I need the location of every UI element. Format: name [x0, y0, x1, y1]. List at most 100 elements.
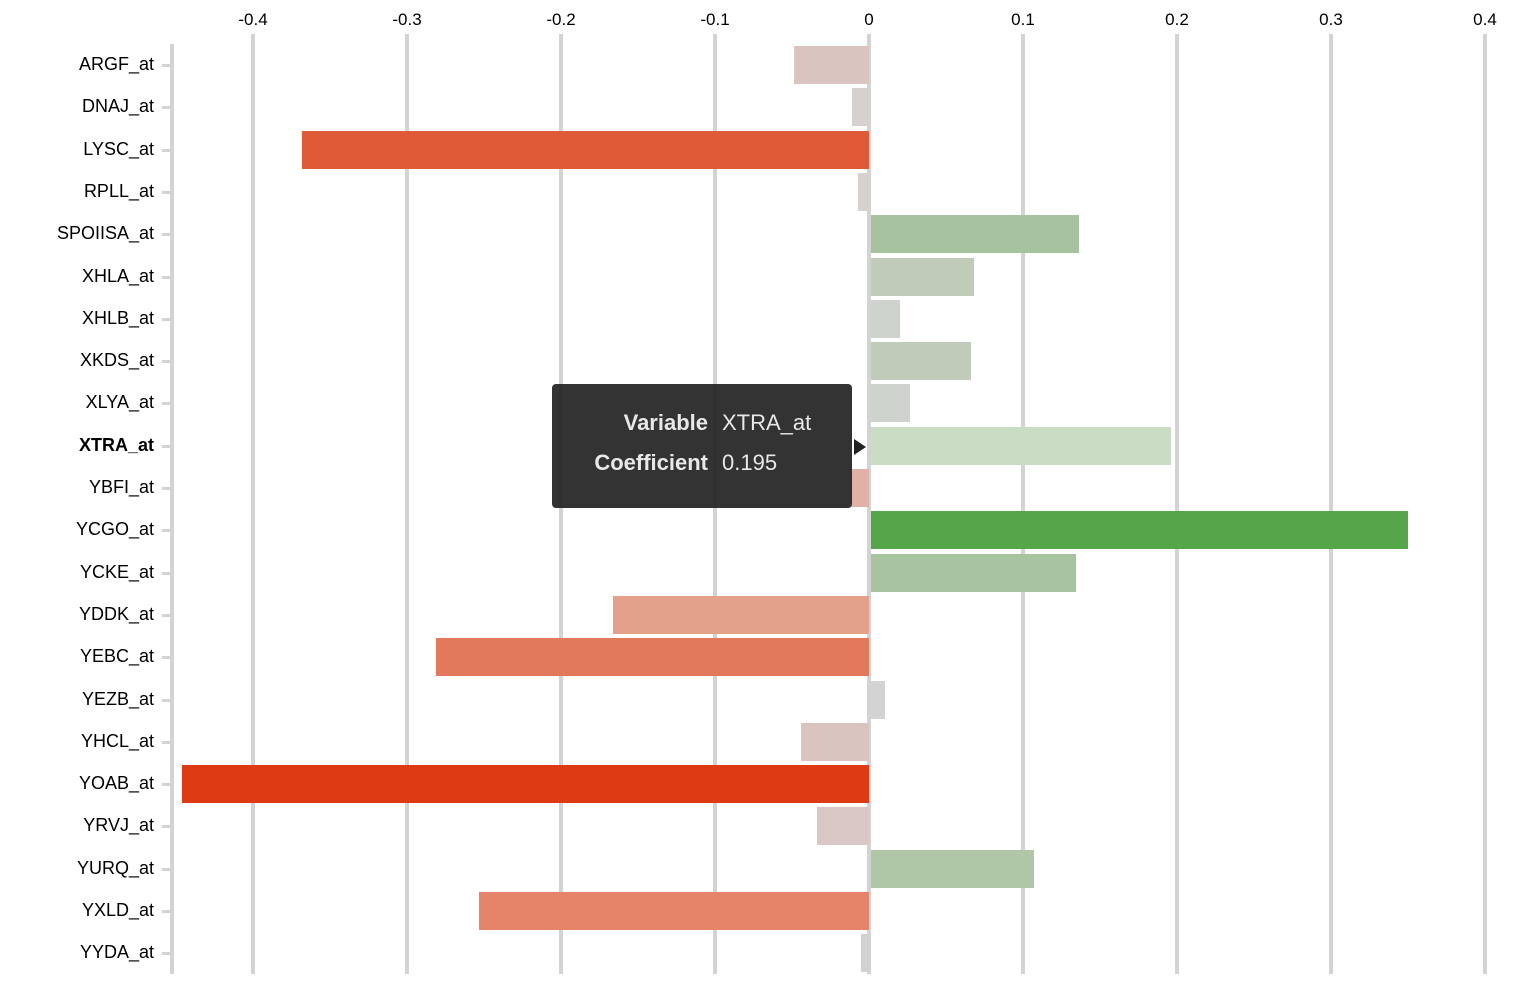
tooltip-variable-label: Variable: [623, 410, 708, 435]
bar-row: YEZB_at: [0, 679, 1540, 721]
y-axis-line: [170, 44, 174, 974]
y-category-label: YXLD_at: [81, 900, 154, 920]
gridline: [405, 34, 409, 974]
coefficient-bar[interactable]: [436, 638, 869, 677]
tooltip-variable-row: Variable XTRA_at: [552, 410, 852, 440]
y-category-label: YCKE_at: [79, 561, 154, 582]
bar-row: XKDS_at: [0, 340, 1540, 382]
y-category-label: DNAJ_at: [81, 96, 154, 117]
tooltip: Variable XTRA_at Coefficient 0.195: [552, 384, 866, 508]
x-tick-label: -0.3: [392, 10, 422, 29]
coefficient-bar[interactable]: [182, 765, 869, 804]
coefficient-bar[interactable]: [871, 384, 910, 423]
y-category-label: LYSC_at: [83, 138, 154, 159]
y-category-label: YURQ_at: [76, 857, 154, 878]
y-tick: [162, 698, 172, 702]
y-category-label: YHCL_at: [80, 730, 154, 751]
x-tick-label: -0.1: [700, 10, 730, 29]
tooltip-coefficient-value: 0.195: [722, 450, 778, 475]
y-tick: [162, 613, 172, 617]
bar-row: XHLB_at: [0, 298, 1540, 340]
tooltip-coefficient-label: Coefficient: [594, 450, 708, 475]
coefficient-bar[interactable]: [871, 342, 972, 381]
y-category-label: YYDA_at: [79, 942, 154, 963]
coefficient-bar[interactable]: [871, 426, 1172, 465]
coefficient-bar[interactable]: [801, 722, 869, 761]
gridline: [1483, 34, 1487, 974]
bar-row: YHCL_at: [0, 721, 1540, 763]
y-tick: [162, 317, 172, 321]
bar-row: YCKE_at: [0, 552, 1540, 594]
bar-row: YDDK_at: [0, 594, 1540, 636]
x-tick-label: -0.4: [238, 10, 268, 29]
tooltip-arrow-icon: [854, 439, 866, 455]
coefficient-bar[interactable]: [861, 934, 869, 973]
y-category-label: XLYA_at: [85, 392, 154, 413]
gridline: [1021, 34, 1025, 974]
bar-row: SPOIISA_at: [0, 213, 1540, 255]
bar-row: YYDA_at: [0, 932, 1540, 974]
bar-row: DNAJ_at: [0, 86, 1540, 128]
y-tick: [162, 487, 172, 490]
bar-row: YCGO_at: [0, 509, 1540, 551]
y-tick: [162, 275, 172, 279]
gridline: [1175, 34, 1179, 974]
bar-row: YOAB_at: [0, 763, 1540, 805]
y-category-label: RPLL_at: [83, 180, 154, 201]
bar-row: XLYA_at: [0, 382, 1540, 424]
y-category-label: XHLA_at: [81, 265, 154, 286]
coefficient-bar[interactable]: [613, 595, 869, 634]
bar-row: YBFI_at: [0, 467, 1540, 509]
coefficient-bar[interactable]: [850, 469, 869, 507]
x-tick-label: 0: [864, 10, 874, 29]
y-category-label: YEZB_at: [81, 688, 154, 709]
bar-row: XTRA_at: [0, 425, 1540, 467]
y-tick: [162, 952, 172, 956]
bar-row: YRVJ_at: [0, 805, 1540, 847]
y-category-label: YOAB_at: [78, 773, 154, 794]
y-tick: [162, 529, 172, 533]
bar-row: LYSC_at: [0, 129, 1540, 171]
x-tick-label: 0.3: [1319, 10, 1343, 29]
coefficient-bar[interactable]: [852, 88, 869, 127]
coefficient-bar[interactable]: [871, 215, 1079, 254]
coefficient-bar[interactable]: [871, 511, 1409, 550]
y-tick: [162, 402, 172, 406]
coefficient-bar[interactable]: [871, 849, 1035, 888]
x-tick-label: -0.2: [546, 10, 576, 29]
y-tick: [162, 148, 172, 152]
y-tick: [162, 233, 172, 237]
y-tick: [162, 740, 172, 744]
x-tick-label: 0.2: [1165, 10, 1189, 29]
bar-row: RPLL_at: [0, 171, 1540, 213]
y-category-label: YDDK_at: [78, 603, 154, 624]
y-category-label: YBFI_at: [88, 477, 154, 497]
y-category-label: XKDS_at: [79, 350, 154, 371]
y-category-label: YEBC_at: [79, 646, 154, 667]
y-category-label: SPOIISA_at: [56, 223, 154, 244]
gridline: [867, 34, 871, 974]
y-category-label: XHLB_at: [81, 307, 154, 328]
y-tick: [162, 444, 172, 448]
coefficient-bar[interactable]: [871, 257, 975, 296]
gridline: [1329, 34, 1333, 974]
y-category-label: YRVJ_at: [83, 815, 154, 836]
y-tick: [162, 867, 172, 871]
y-tick: [162, 783, 172, 787]
y-tick: [162, 360, 172, 364]
coefficient-bar[interactable]: [858, 172, 869, 211]
y-tick: [162, 106, 172, 110]
coefficient-bar[interactable]: [793, 46, 869, 84]
bar-row: YEBC_at: [0, 636, 1540, 678]
coefficient-bar[interactable]: [871, 553, 1076, 592]
coefficient-bar[interactable]: [302, 130, 869, 169]
y-tick: [162, 571, 172, 575]
coefficient-bar[interactable]: [816, 807, 869, 846]
coefficient-bar[interactable]: [479, 892, 869, 930]
coefficient-bar[interactable]: [871, 299, 901, 338]
coefficient-bar[interactable]: [871, 680, 885, 719]
y-tick: [162, 910, 172, 913]
tooltip-coefficient-row: Coefficient 0.195: [552, 450, 852, 480]
y-tick: [162, 190, 172, 194]
